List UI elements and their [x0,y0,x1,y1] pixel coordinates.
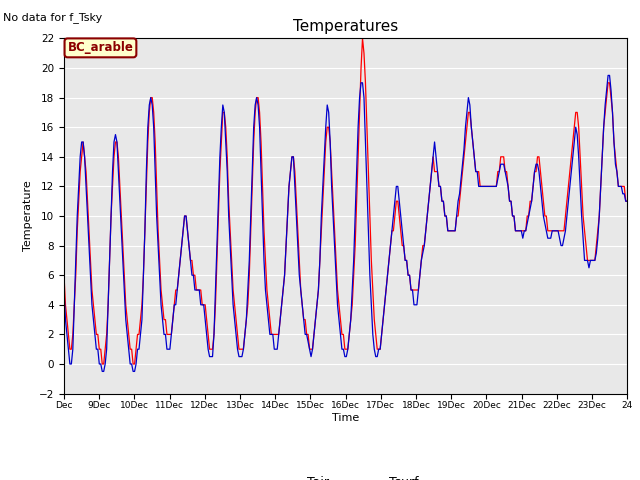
Text: BC_arable: BC_arable [67,41,133,54]
Tair [351,243,359,249]
Tsurf [623,198,631,204]
Tair [79,139,87,145]
Tsurf [604,72,612,78]
Tair [97,347,104,352]
Tair [358,36,366,41]
Tsurf [351,213,359,219]
Tair [465,109,472,115]
Tair [548,228,556,234]
Line: Tair: Tair [64,38,627,364]
Tsurf [547,235,555,241]
Tair [60,272,68,278]
Tsurf [60,287,68,293]
Tair [99,361,106,367]
Tsurf [622,198,630,204]
Tair [622,198,630,204]
Text: No data for f_Tsky: No data for f_Tsky [3,12,102,23]
Line: Tsurf: Tsurf [64,75,627,372]
Tsurf [79,139,87,145]
Tsurf [99,369,106,374]
Legend: Tair, Tsurf: Tair, Tsurf [268,471,424,480]
X-axis label: Time: Time [332,413,359,423]
Tsurf [97,361,104,367]
Tair [623,198,631,204]
Y-axis label: Temperature: Temperature [23,180,33,252]
Tsurf [463,109,471,115]
Title: Temperatures: Temperatures [293,20,398,35]
